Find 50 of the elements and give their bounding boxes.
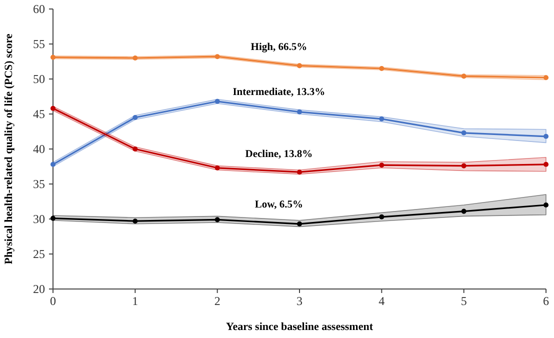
point [214,217,220,222]
point [461,208,466,214]
point [543,75,549,80]
x-tick-label: 6 [543,294,549,308]
x-axis-title: Years since baseline assessment [226,321,374,333]
point [214,54,220,60]
y-tick-label: 20 [33,282,45,296]
point [543,202,549,208]
point [214,165,220,170]
point [461,130,466,136]
y-tick-label: 55 [33,37,45,52]
point [543,162,549,167]
point [296,109,302,114]
y-axis-title: Physical health-related quality of life (PCS) score [3,34,15,264]
point [461,74,466,79]
x-tick-label: 5 [460,294,467,308]
point [50,106,56,111]
point [296,63,302,68]
point [296,170,302,175]
annotation: Intermediate, 13.3% [232,87,326,98]
point [543,134,549,139]
x-tick-label: 0 [50,294,56,308]
point [50,54,56,60]
y-tick-label: 45 [33,107,45,122]
point [379,214,384,220]
point [132,146,138,152]
point [132,218,138,224]
annotation: Low, 6.5% [254,199,304,210]
x-tick-label: 1 [132,294,138,308]
point [379,66,384,72]
y-tick-label: 30 [33,212,45,226]
annotation: High, 66.5% [250,42,308,54]
y-tick-label: 25 [33,247,45,262]
x-tick-label: 4 [378,294,385,308]
annotation: Decline, 13.8% [245,148,313,160]
y-tick-label: 60 [33,2,45,16]
x-tick-label: 3 [296,294,302,308]
y-tick-label: 35 [33,177,45,192]
point [132,55,138,61]
x-tick-label: 2 [214,294,220,308]
point [379,162,384,168]
point [379,116,384,122]
y-tick-label: 50 [33,72,45,86]
point [296,221,302,226]
point [132,114,138,120]
point [214,98,220,104]
y-tick-label: 40 [33,142,45,156]
point [50,216,56,221]
point [50,162,56,167]
point [461,163,466,168]
